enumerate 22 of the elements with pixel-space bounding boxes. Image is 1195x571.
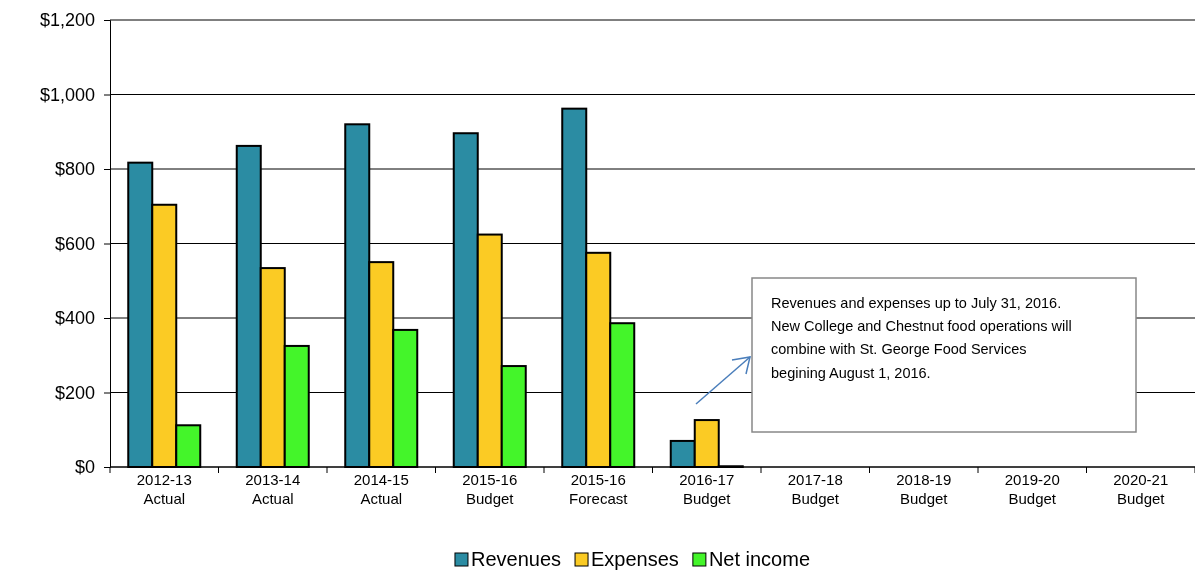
- annotation: Revenues and expenses up to July 31, 2016. New College and Chestnut food operations will combine with St. George Food Services begining August 1, 2016.: [771, 295, 1072, 381]
- legend-label: Revenues: [470, 548, 562, 570]
- x-tick-label: 2015-16 Forecast: [569, 471, 629, 507]
- y-tick-label: $1,200: [39, 10, 95, 31]
- x-tick-label: 2018-19 Budget: [896, 471, 952, 507]
- x-tick-label: 2014-15 Actual: [353, 471, 409, 507]
- note-box: Revenues and expenses up to July 31, 2016. New College and Chestnut food operations will combine with St. George Food Services begining August 1, 2016.: [751, 277, 1137, 433]
- x-tick-label: 2015-16 Budget: [462, 471, 518, 507]
- x-tick-label: 2012-13 Actual: [136, 471, 192, 507]
- x-tick-label: 2019-20 Budget: [1004, 471, 1060, 507]
- y-tick-label: $400: [54, 308, 95, 329]
- y-tick-label: $200: [54, 382, 95, 403]
- x-tick-label: 2020-21 Budget: [1113, 471, 1169, 507]
- y-tick-label: $0: [74, 457, 95, 478]
- y-tick-label: $600: [54, 233, 95, 254]
- x-tick-label: 2016-17 Budget: [679, 471, 735, 507]
- legend-label: Net income: [708, 548, 811, 570]
- y-tick-label: $800: [54, 159, 95, 180]
- legend-label: Expenses: [591, 548, 679, 570]
- x-tick-label: 2013-14 Actual: [245, 471, 301, 507]
- x-tick-label: 2017-18 Budget: [787, 471, 843, 507]
- y-tick-label: $1,000: [39, 84, 95, 105]
